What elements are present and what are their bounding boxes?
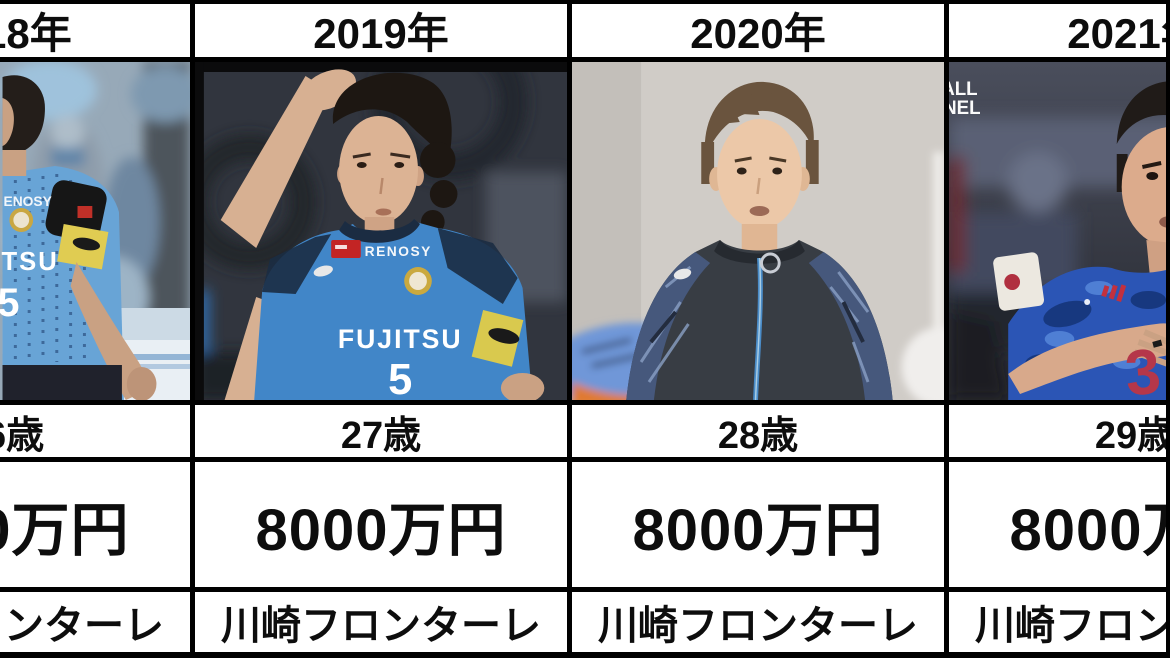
age-cell: 28歳 bbox=[572, 400, 944, 462]
age-label: 26歳 bbox=[0, 414, 45, 457]
photo-2020-illustration bbox=[572, 62, 944, 400]
age-cell: 26歳 bbox=[0, 400, 190, 462]
hair bbox=[2, 75, 45, 152]
column-2020: 2020年 bbox=[567, 0, 944, 658]
club-cell: 川崎フロンターレ bbox=[572, 592, 944, 658]
black-sleeve bbox=[45, 180, 107, 243]
jersey-chest-text: FUJITSU bbox=[338, 324, 463, 354]
club-label: 川崎フロンターレ bbox=[975, 604, 1170, 648]
watermark: ALL NEL bbox=[949, 78, 981, 118]
year-label: 2018年 bbox=[0, 10, 72, 57]
club-label: 川崎フロンターレ bbox=[0, 604, 164, 648]
age-label: 27歳 bbox=[340, 414, 422, 457]
age-cell: 29歳 bbox=[949, 400, 1170, 462]
player-photo-2020 bbox=[572, 62, 944, 400]
column-2021: 2021年 bbox=[944, 0, 1170, 658]
age-cell: 27歳 bbox=[195, 400, 567, 462]
column-2018: 2018年 bbox=[0, 0, 190, 658]
hair bbox=[1116, 81, 1170, 144]
frame-right-edge bbox=[1166, 0, 1170, 658]
salary-cell: 8000万円 bbox=[572, 462, 944, 592]
player-photo-2018: ENOSY TSU 5 bbox=[0, 62, 190, 400]
watermark-line-2: NEL bbox=[949, 97, 981, 118]
salary-label: 8000万円 bbox=[632, 497, 884, 563]
salary-cell: 8000万円 bbox=[949, 462, 1170, 592]
club-cell: 川崎フロンターレ bbox=[195, 592, 567, 658]
shirt-number: 5 bbox=[0, 281, 19, 325]
shirt-number: 5 bbox=[388, 355, 412, 400]
jersey-sponsor-text: ENOSY bbox=[4, 193, 53, 209]
salary-label: 8000万円 bbox=[255, 497, 507, 563]
player-2021: 3 bbox=[993, 81, 1170, 400]
photo-2019-illustration: RENOSY FUJITSU 5 bbox=[195, 62, 567, 400]
player-2020 bbox=[626, 81, 893, 400]
age-label: 28歳 bbox=[717, 414, 799, 457]
face bbox=[2, 98, 14, 146]
camo-sleeve-right bbox=[808, 252, 893, 400]
jersey-chest-text: TSU bbox=[2, 248, 59, 276]
year-cell: 2019年 bbox=[195, 0, 567, 62]
age-label: 29歳 bbox=[1094, 414, 1170, 457]
club-cell: 川崎フロンターレ bbox=[949, 592, 1170, 658]
club-label: 川崎フロンターレ bbox=[221, 604, 541, 648]
player-photo-2019: RENOSY FUJITSU 5 bbox=[195, 62, 567, 400]
club-label: 川崎フロンターレ bbox=[598, 604, 918, 648]
year-cell: 2021年 bbox=[949, 0, 1170, 62]
face bbox=[1121, 127, 1170, 247]
year-cell: 2020年 bbox=[572, 0, 944, 62]
salary-cell: 8000万円 bbox=[0, 462, 190, 592]
camo-sleeve-left bbox=[626, 252, 711, 400]
shirt-number: 3 bbox=[1122, 335, 1163, 400]
face bbox=[339, 116, 419, 224]
shorts bbox=[2, 365, 122, 400]
year-label: 2020年 bbox=[690, 10, 826, 57]
arm bbox=[1008, 323, 1170, 394]
column-2019: 2019年 bbox=[190, 0, 567, 658]
player-2018: ENOSY TSU 5 bbox=[0, 75, 157, 400]
puma-logo bbox=[313, 265, 333, 277]
adidas-logo bbox=[1101, 284, 1127, 303]
year-cell: 2018年 bbox=[0, 0, 190, 62]
puma-logo bbox=[673, 268, 692, 280]
hair bbox=[704, 81, 814, 158]
raised-arm bbox=[220, 76, 332, 248]
arm bbox=[70, 262, 146, 400]
blurred-ball bbox=[901, 327, 944, 400]
salary-label: 8000万円 bbox=[0, 497, 130, 563]
salary-cell: 8000万円 bbox=[195, 462, 567, 592]
hair bbox=[332, 72, 452, 164]
photo-2021-illustration: ALL NEL bbox=[949, 62, 1170, 400]
sleeve-patch bbox=[77, 206, 93, 218]
photo-2018-illustration: ENOSY TSU 5 bbox=[0, 62, 190, 400]
club-cell: 川崎フロンターレ bbox=[0, 592, 190, 658]
year-label: 2021年 bbox=[1067, 10, 1170, 57]
jersey-sponsor-text: RENOSY bbox=[365, 243, 432, 259]
salary-label: 8000万円 bbox=[1009, 497, 1170, 563]
zipper-pull bbox=[759, 252, 781, 274]
player-2019: RENOSY FUJITSU 5 bbox=[220, 69, 545, 400]
player-photo-2021: ALL NEL bbox=[949, 62, 1170, 400]
watermark-line-1: ALL bbox=[949, 78, 978, 99]
neck bbox=[741, 224, 778, 254]
year-label: 2019年 bbox=[313, 10, 449, 57]
face bbox=[717, 119, 802, 229]
